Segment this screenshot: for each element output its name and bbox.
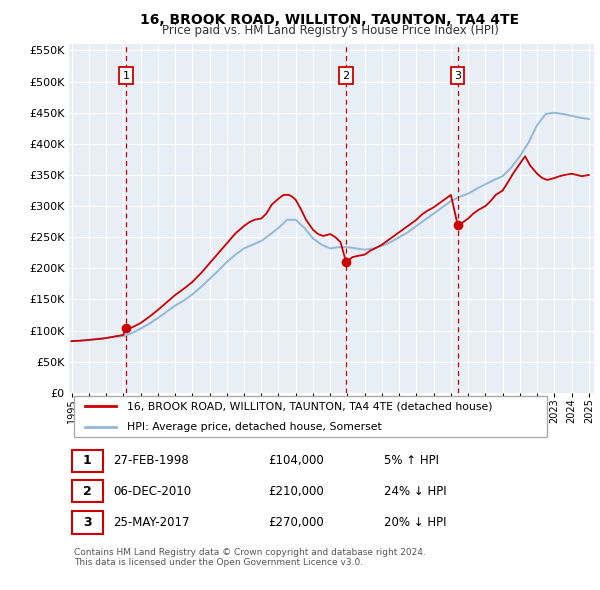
Text: 16, BROOK ROAD, WILLITON, TAUNTON, TA4 4TE (detached house): 16, BROOK ROAD, WILLITON, TAUNTON, TA4 4… <box>127 401 492 411</box>
Bar <box>71 450 103 472</box>
Text: Price paid vs. HM Land Registry's House Price Index (HPI): Price paid vs. HM Land Registry's House … <box>161 24 499 37</box>
Text: 24% ↓ HPI: 24% ↓ HPI <box>384 485 446 498</box>
Text: 1: 1 <box>83 454 92 467</box>
Text: £270,000: £270,000 <box>269 516 324 529</box>
Text: 2: 2 <box>343 71 350 81</box>
Text: HPI: Average price, detached house, Somerset: HPI: Average price, detached house, Some… <box>127 422 382 432</box>
Bar <box>71 512 103 534</box>
Text: 06-DEC-2010: 06-DEC-2010 <box>113 485 192 498</box>
Bar <box>71 480 103 502</box>
Text: 3: 3 <box>83 516 92 529</box>
Text: 3: 3 <box>454 71 461 81</box>
Text: £210,000: £210,000 <box>269 485 324 498</box>
Text: Contains HM Land Registry data © Crown copyright and database right 2024.
This d: Contains HM Land Registry data © Crown c… <box>74 548 426 567</box>
Text: 5% ↑ HPI: 5% ↑ HPI <box>384 454 439 467</box>
Text: 27-FEB-1998: 27-FEB-1998 <box>113 454 190 467</box>
Bar <box>74 396 547 437</box>
Text: 1: 1 <box>122 71 130 81</box>
Text: £104,000: £104,000 <box>269 454 324 467</box>
Text: 25-MAY-2017: 25-MAY-2017 <box>113 516 190 529</box>
Text: 20% ↓ HPI: 20% ↓ HPI <box>384 516 446 529</box>
Text: 16, BROOK ROAD, WILLITON, TAUNTON, TA4 4TE: 16, BROOK ROAD, WILLITON, TAUNTON, TA4 4… <box>140 13 520 27</box>
Text: 2: 2 <box>83 485 92 498</box>
